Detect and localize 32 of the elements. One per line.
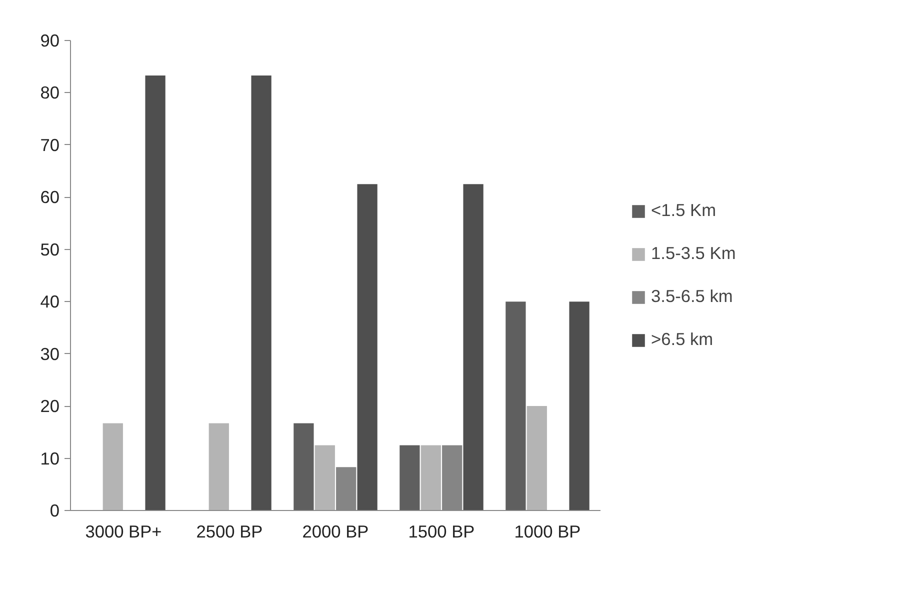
bar — [208, 423, 229, 510]
y-tick-label: 30 — [40, 344, 60, 364]
y-tick-label: 0 — [50, 500, 60, 520]
x-tick-label: 2000 BP — [302, 522, 369, 542]
legend-label: <1.5 Km — [651, 200, 716, 221]
y-tick-label: 20 — [40, 396, 60, 416]
bar — [102, 423, 123, 510]
bar — [314, 445, 335, 510]
bar — [463, 184, 484, 510]
x-tick-label: 1000 BP — [514, 522, 581, 542]
y-tick-label: 70 — [40, 134, 60, 155]
x-tick-label: 1500 BP — [408, 522, 475, 542]
y-tick-label: 80 — [40, 82, 60, 103]
x-tick-label: 3000 BP+ — [85, 522, 162, 542]
x-tick-label: 2500 BP — [196, 522, 263, 542]
legend-label: 3.5-6.5 km — [651, 286, 733, 307]
y-tick-label: 10 — [40, 448, 60, 468]
y-tick-label: 90 — [40, 30, 60, 50]
bar — [420, 445, 441, 510]
y-tick-label: 40 — [40, 292, 60, 312]
bar — [526, 406, 547, 510]
bar — [569, 302, 590, 510]
bar — [357, 184, 378, 510]
bar — [145, 75, 166, 510]
y-tick-label: 60 — [40, 187, 60, 208]
bar — [251, 75, 272, 510]
y-tick-label: 50 — [40, 239, 60, 260]
legend-label: 1.5-3.5 Km — [651, 243, 736, 264]
bar — [506, 302, 526, 510]
bar — [294, 423, 314, 510]
bar — [400, 445, 420, 510]
legend-label: >6.5 km — [651, 329, 714, 350]
